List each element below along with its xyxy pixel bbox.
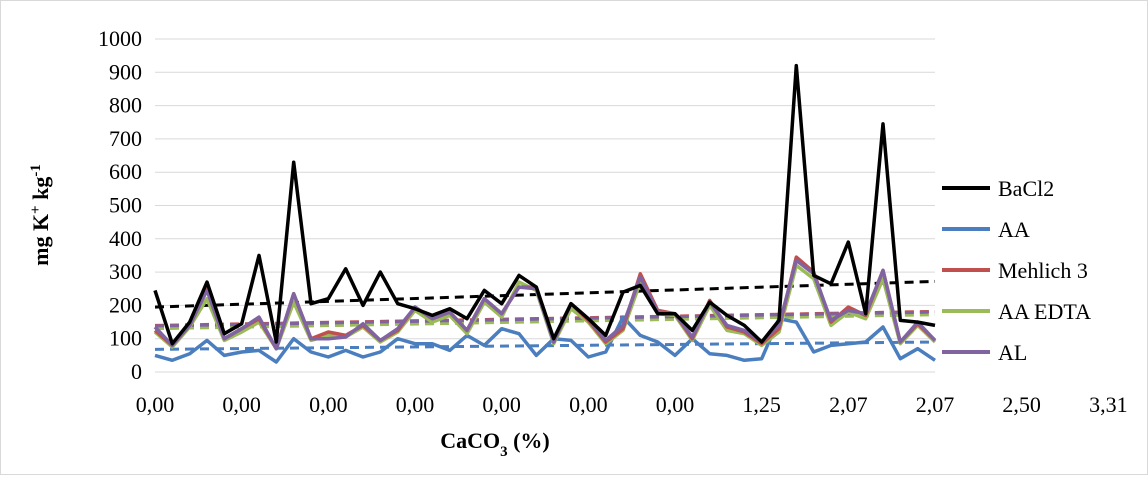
y-axis-title: mg K+ kg-1 [28,164,53,266]
x-tick-label: 2,07 [829,392,868,417]
series-line-aa [154,315,936,364]
legend: BaCl2 AA Mehlich 3 AA EDTA AL [942,176,1091,365]
y-tick-label: 400 [109,226,142,251]
x-tick-label: 0,00 [396,392,435,417]
y-tick-label: 600 [109,159,142,184]
y-tick-label: 200 [109,292,142,317]
legend-label: AA EDTA [998,299,1091,324]
y-tick-label: 0 [131,359,142,384]
legend-label: AL [998,340,1027,365]
x-tick-label: 0,00 [482,392,521,417]
y-tick-label: 500 [109,193,142,218]
x-tick-label: 0,00 [222,392,261,417]
x-axis-title: CaCO3 (%) [440,428,550,460]
y-tick-label: 300 [109,259,142,284]
legend-label: BaCl2 [998,176,1054,201]
x-tick-label: 0,00 [656,392,695,417]
x-tick-label: 0,00 [309,392,348,417]
trendline-bacl2 [154,279,936,309]
y-tick-label: 900 [109,59,142,84]
y-axis-title-sup2: -1 [28,164,44,177]
y-tick-label: 700 [109,126,142,151]
x-axis-title-rest: (%) [508,428,550,453]
legend-label: AA [998,217,1030,242]
y-axis-title-sup1: + [28,205,44,214]
y-tick-label: 1000 [98,26,142,51]
y-tick-label: 800 [109,93,142,118]
x-tick-label: 2,07 [916,392,955,417]
series-lines [153,63,937,364]
x-tick-label: 1,25 [742,392,781,417]
x-axis-title-sub: 3 [500,444,508,460]
series-line-bacl2 [153,63,936,346]
x-axis-title-base: CaCO [440,428,500,453]
x-tick-label: 0,00 [569,392,608,417]
x-tick-label: 2,50 [1002,392,1041,417]
y-axis-title-mid: kg [28,177,53,206]
y-tick-label: 100 [109,326,142,351]
legend-label: Mehlich 3 [998,258,1088,283]
x-tick-label: 3,31 [1089,392,1128,417]
x-tick-label: 0,00 [136,392,175,417]
x-tick-labels: 0,00 0,00 0,00 0,00 0,00 0,00 0,00 1,25 2,07 2,07… [136,392,1128,417]
y-axis-title-base: mg K [28,214,53,266]
y-tick-labels: 0 100 200 300 400 500 600 700 800 900 1000 [98,26,142,384]
